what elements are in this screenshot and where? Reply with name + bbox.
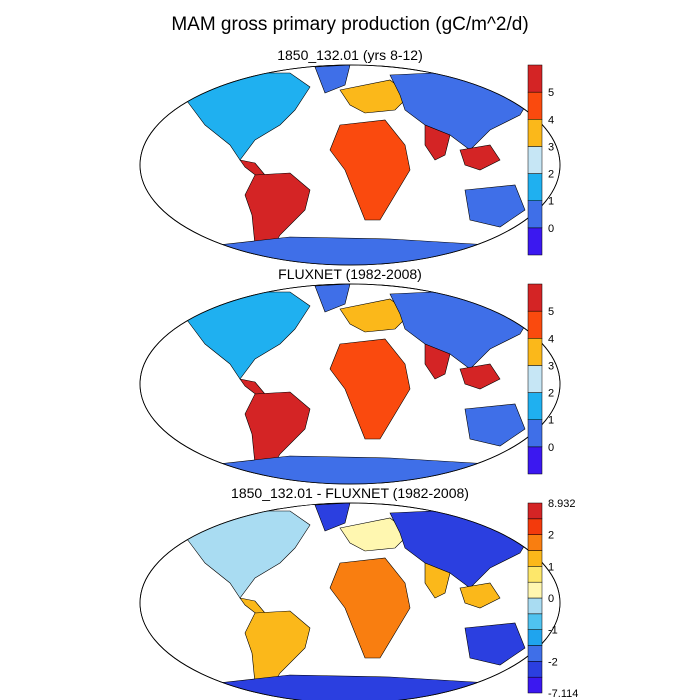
map-1-south-asia <box>424 124 451 161</box>
map-3-greenland <box>314 503 351 532</box>
colorbar-3-segment <box>527 597 543 615</box>
colorbar-3-segment <box>527 676 543 694</box>
map-1-north-america <box>174 72 311 161</box>
colorbar-3-segment <box>527 645 543 662</box>
colorbar-1-segment <box>527 64 543 93</box>
colorbar-1-segment <box>527 91 543 120</box>
panel-3-map <box>139 502 561 700</box>
colorbar-1: 0 1 2 3 4 5 <box>527 64 554 256</box>
map-2-south-asia <box>424 343 451 380</box>
colorbar-2-segment <box>527 283 543 312</box>
map-3-north-america <box>174 510 311 599</box>
panel-2-map <box>139 283 561 485</box>
colorbar-3-segment <box>527 581 543 599</box>
colorbar-2-segment <box>527 310 543 339</box>
colorbar-3-segment <box>527 550 543 567</box>
colorbar-1-tick-label: 1 <box>548 196 554 208</box>
colorbar-3-segment <box>527 518 543 535</box>
colorbar-2-segment <box>527 338 543 366</box>
colorbar-3-segment <box>527 661 543 678</box>
colorbar-1-segment <box>527 146 543 174</box>
map-1-europe <box>339 79 411 114</box>
colorbar-3-tick-label: 8.932 <box>548 498 576 510</box>
colorbar-1-tick-label: 2 <box>548 169 554 181</box>
colorbar-3-tick-label: 0 <box>548 593 554 605</box>
colorbar-3-segment <box>527 613 543 630</box>
map-3-southeast-asia <box>459 582 501 609</box>
map-2-europe <box>339 298 411 333</box>
colorbar-1-segment <box>527 227 543 256</box>
colorbar-3: 8.932 2 1 0 -1 -2 -7.114 <box>527 498 578 700</box>
map-1-greenland <box>314 65 351 94</box>
colorbar-3-segment <box>527 534 543 551</box>
colorbar-1-tick-label: 4 <box>548 114 554 126</box>
colorbar-2-segment <box>527 419 543 448</box>
colorbar-1-tick-label: 3 <box>548 141 554 153</box>
map-1-australia <box>464 184 526 228</box>
map-3-europe <box>339 517 411 552</box>
colorbar-3-tick-label: -1 <box>548 625 558 637</box>
map-1-africa <box>329 119 411 221</box>
colorbar-2: 0 1 2 3 4 5 <box>527 283 554 475</box>
colorbar-1-tick-label: 0 <box>548 223 554 235</box>
map-3-africa <box>329 557 411 659</box>
colorbar-2-tick-label: 0 <box>548 442 554 454</box>
colorbar-2-segment <box>527 446 543 475</box>
map-2-australia <box>464 403 526 447</box>
map-2-africa <box>329 338 411 440</box>
colorbar-3-tick-label: 2 <box>548 530 554 542</box>
figure-title: MAM gross primary production (gC/m^2/d) <box>171 14 529 35</box>
map-3-australia <box>464 622 526 666</box>
map-2-greenland <box>314 284 351 313</box>
colorbar-3-tick-label: -7.114 <box>548 688 578 700</box>
colorbar-3-segment <box>527 629 543 646</box>
colorbar-3-tick-label: -2 <box>548 656 558 668</box>
colorbar-3-segment <box>527 502 543 520</box>
panel-2-subtitle: FLUXNET (1982-2008) <box>278 266 422 282</box>
colorbar-2-tick-label: 5 <box>548 306 554 318</box>
colorbar-2-segment <box>527 392 543 420</box>
colorbar-2-tick-label: 4 <box>548 333 554 345</box>
colorbar-1-tick-label: 5 <box>548 87 554 99</box>
map-2-southeast-asia <box>459 363 501 390</box>
map-2-north-america <box>174 291 311 380</box>
panel-1-subtitle: 1850_132.01 (yrs 8-12) <box>277 47 423 63</box>
colorbar-2-segment <box>527 365 543 393</box>
colorbar-2-tick-label: 2 <box>548 388 554 400</box>
colorbar-1-segment <box>527 173 543 201</box>
colorbar-3-segment <box>527 566 543 583</box>
colorbar-2-tick-label: 3 <box>548 360 554 372</box>
colorbar-3-tick-label: 1 <box>548 561 554 573</box>
panel-1-map <box>139 64 561 266</box>
map-3-south-asia <box>424 562 451 599</box>
panel-3-subtitle: 1850_132.01 - FLUXNET (1982-2008) <box>231 485 469 501</box>
colorbar-1-segment <box>527 200 543 229</box>
colorbar-2-tick-label: 1 <box>548 415 554 427</box>
colorbar-1-segment <box>527 119 543 147</box>
map-1-southeast-asia <box>459 144 501 171</box>
